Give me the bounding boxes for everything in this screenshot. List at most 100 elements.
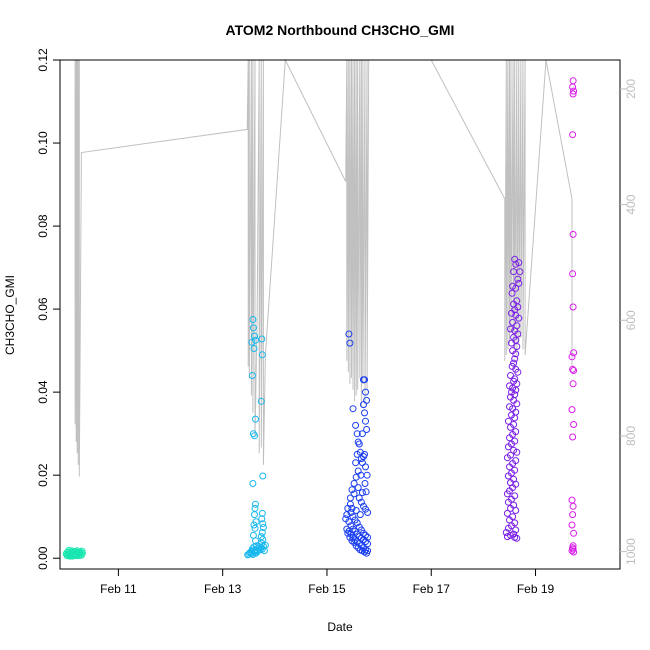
data-point <box>258 351 266 359</box>
y-tick-label: 0.04 <box>36 380 50 404</box>
data-point <box>252 415 259 423</box>
y-axis: 0.00 0.02 0.04 0.06 0.08 0.10 0.12 <box>36 48 60 570</box>
data-point <box>569 433 577 441</box>
plot-border <box>59 59 621 570</box>
data-point <box>346 500 354 508</box>
data-point <box>352 421 360 429</box>
y-tick-label: 0.08 <box>36 214 50 238</box>
x-tick-label: Feb 15 <box>308 582 346 596</box>
data-point <box>507 325 514 333</box>
data-point <box>352 459 360 467</box>
data-point <box>72 552 80 560</box>
flight-track-layer <box>74 58 573 477</box>
data-point <box>251 504 259 512</box>
data-point <box>507 372 514 379</box>
data-point <box>357 498 365 506</box>
data-point <box>249 480 257 487</box>
x-axis: Feb 11 Feb 13 Feb 15 Feb 17 Feb 19 <box>100 569 555 596</box>
data-point <box>515 314 523 322</box>
data-point <box>515 279 523 287</box>
data-point <box>568 521 576 529</box>
data-point <box>350 490 358 498</box>
x-tick-label: Feb 11 <box>100 582 137 596</box>
data-point <box>248 338 256 346</box>
data-point <box>258 515 266 523</box>
data-point <box>503 454 511 462</box>
data-point <box>363 471 371 479</box>
data-point <box>357 542 365 550</box>
data-point <box>355 440 363 448</box>
data-point <box>508 339 515 347</box>
data-point <box>569 83 577 91</box>
data-point <box>569 303 577 311</box>
data-point <box>507 423 514 431</box>
x-tick-label: Feb 19 <box>517 582 555 596</box>
data-point <box>363 426 371 433</box>
data-point <box>251 332 258 340</box>
right-tick-label: 200 <box>624 79 638 99</box>
data-point <box>251 524 259 532</box>
data-point <box>361 376 368 384</box>
data-point <box>569 365 577 373</box>
data-point <box>252 537 259 545</box>
data-point <box>362 463 369 471</box>
flight-track-line <box>74 58 573 477</box>
data-point <box>356 511 364 519</box>
data-point <box>362 417 369 425</box>
data-point <box>362 488 370 496</box>
data-point <box>358 489 366 497</box>
data-point <box>513 534 521 542</box>
data-point <box>353 430 361 438</box>
data-point <box>358 430 366 438</box>
data-point <box>503 509 511 517</box>
data-point <box>351 536 359 544</box>
data-point <box>364 547 372 555</box>
data-point <box>348 486 356 494</box>
x-axis-label: Date <box>327 620 353 634</box>
data-point <box>570 87 578 95</box>
data-point <box>503 533 511 541</box>
data-point <box>568 353 576 361</box>
data-point <box>261 541 269 549</box>
data-point <box>512 284 520 292</box>
data-point <box>360 401 367 409</box>
data-point <box>252 500 259 508</box>
data-point <box>570 529 578 537</box>
data-point <box>515 259 523 267</box>
data-point <box>569 131 577 139</box>
data-point <box>364 533 372 541</box>
data-point <box>569 230 577 238</box>
data-point <box>353 450 361 458</box>
data-point <box>570 421 578 428</box>
data-point <box>258 335 266 343</box>
data-point <box>259 524 267 531</box>
data-point <box>78 549 86 557</box>
data-point <box>569 77 577 85</box>
data-points-layer <box>62 77 578 560</box>
data-point <box>354 484 362 492</box>
data-point <box>568 547 576 555</box>
data-point <box>257 397 265 405</box>
data-point <box>250 521 258 529</box>
data-point <box>568 406 576 414</box>
data-point <box>504 524 512 532</box>
data-point <box>514 275 522 283</box>
y-tick-label: 0.10 <box>36 131 50 155</box>
data-point <box>568 496 576 504</box>
x-tick-label: Feb 17 <box>413 582 451 596</box>
data-point <box>258 539 266 547</box>
data-point <box>362 531 369 539</box>
data-point <box>360 529 367 537</box>
data-point <box>361 480 369 487</box>
data-point <box>508 309 515 317</box>
y-tick-label: 0.00 <box>36 546 50 570</box>
data-point <box>569 545 577 553</box>
y-axis-label: CH3CHO_GMI <box>3 275 17 355</box>
data-point <box>507 531 514 539</box>
data-point <box>512 350 520 358</box>
data-point <box>512 526 520 534</box>
data-point <box>252 336 259 344</box>
data-point <box>355 494 363 502</box>
data-point <box>345 330 353 338</box>
